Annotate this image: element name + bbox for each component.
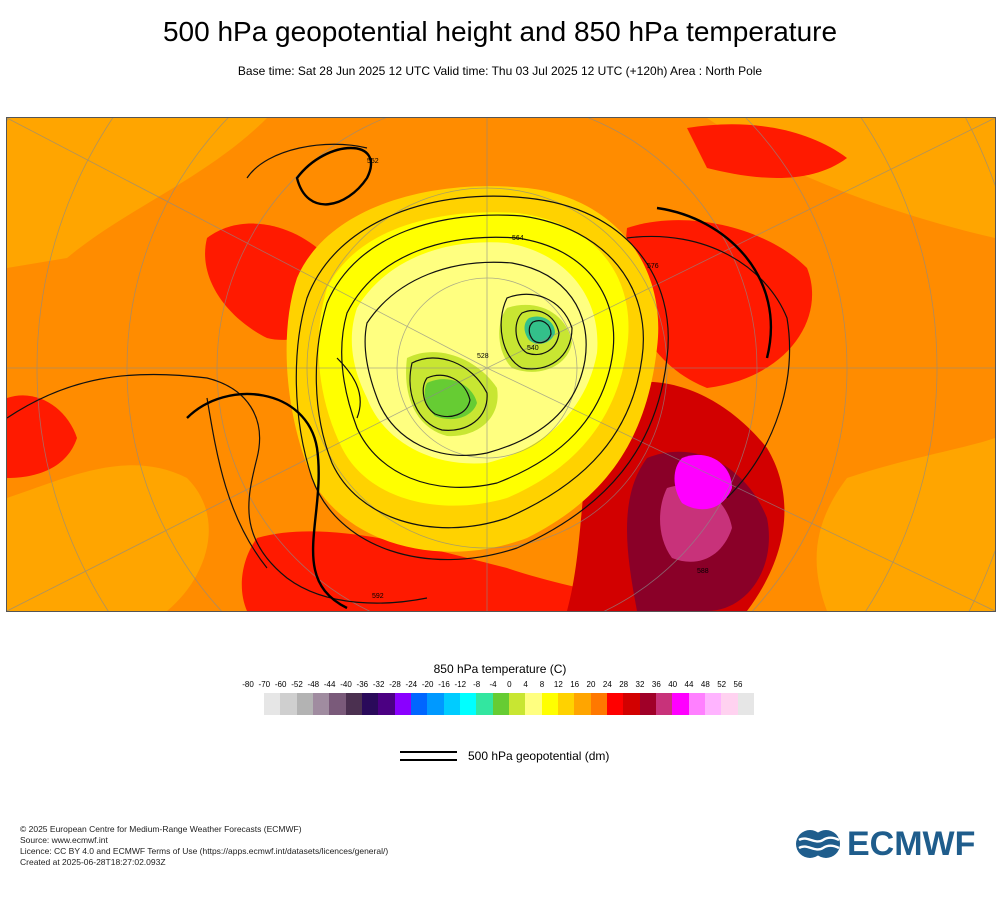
colorbar-tick-label: 44 xyxy=(684,680,694,689)
colorbar-tick-label: -16 xyxy=(438,680,450,689)
temp-region xyxy=(816,438,995,611)
colorbar-swatch xyxy=(525,693,542,715)
colorbar-tick-label: -52 xyxy=(291,680,303,689)
colorbar-tick-label: 24 xyxy=(602,680,612,689)
colorbar-tick-label: 36 xyxy=(651,680,661,689)
colorbar-tick-label: 20 xyxy=(586,680,596,689)
colorbar-swatch xyxy=(590,693,607,715)
colorbar-swatch xyxy=(296,693,313,715)
geopotential-legend: 500 hPa geopotential (dm) xyxy=(400,748,660,768)
colorbar-tick-label: -48 xyxy=(307,680,320,689)
colorbar-swatch xyxy=(721,693,738,715)
source-text: Source: www.ecmwf.int xyxy=(20,835,108,845)
colorbar xyxy=(264,693,754,715)
colorbar-tick-label: 4 xyxy=(523,680,528,689)
colorbar-swatch xyxy=(394,693,411,715)
contour-label: 576 xyxy=(647,263,659,270)
credits: © 2025 European Centre for Medium-Range … xyxy=(20,824,388,868)
colorbar-tick-label: 28 xyxy=(619,680,629,689)
map-svg: 552 564 576 588 592 528 540 xyxy=(7,118,995,611)
colorbar-tick-label: 48 xyxy=(700,680,710,689)
colorbar-tick-label: 40 xyxy=(668,680,678,689)
licence-text: Licence: CC BY 4.0 and ECMWF Terms of Us… xyxy=(20,846,389,856)
colorbar-swatch xyxy=(541,693,558,715)
temp-region xyxy=(424,379,477,420)
colorbar-swatch xyxy=(443,693,460,715)
geopotential-contour-bold xyxy=(186,146,773,610)
contour-label: 564 xyxy=(512,235,524,242)
legend-line-icon xyxy=(400,751,457,767)
weather-map: 552 564 576 588 592 528 540 xyxy=(6,117,996,612)
colorbar-swatch xyxy=(280,693,297,715)
colorbar-swatch xyxy=(312,693,330,715)
colorbar-tick-label: 0 xyxy=(507,680,512,689)
colorbar-swatch xyxy=(264,693,281,715)
colorbar-swatch xyxy=(639,693,656,715)
colorbar-tick-label: -36 xyxy=(356,680,369,689)
chart-title: 500 hPa geopotential height and 850 hPa … xyxy=(162,16,838,47)
colorbar-tick-label: -20 xyxy=(421,680,434,689)
colorbar-tick-label: 16 xyxy=(570,680,580,689)
contour-label: 592 xyxy=(372,593,384,600)
colorbar-tick-label: -4 xyxy=(489,680,497,689)
ecmwf-logo-text: ECMWF xyxy=(847,824,976,863)
geopotential-contours xyxy=(7,143,791,604)
copyright-text: © 2025 European Centre for Medium-Range … xyxy=(20,824,302,834)
colorbar-swatch xyxy=(378,693,395,715)
colorbar-swatch xyxy=(410,693,428,715)
colorbar-swatch xyxy=(655,693,673,715)
temp-region xyxy=(674,454,732,510)
colorbar-swatch xyxy=(329,693,346,715)
colorbar-title: 850 hPa temperature (C) xyxy=(433,662,567,676)
legend-label: 500 hPa geopotential (dm) xyxy=(468,749,610,763)
colorbar-tick-label: 32 xyxy=(635,680,645,689)
colorbar-tick-label: -40 xyxy=(340,680,352,689)
colorbar-tick-label: 56 xyxy=(733,680,743,689)
colorbar-swatch xyxy=(606,693,624,715)
contour-label: 540 xyxy=(527,345,539,352)
colorbar-tick-label: -24 xyxy=(405,680,418,689)
colorbar-swatch xyxy=(427,693,444,715)
colorbar-swatch xyxy=(492,693,509,715)
colorbar-tick-label: -12 xyxy=(454,680,467,689)
colorbar-swatch xyxy=(476,693,493,715)
contour-label: 552 xyxy=(367,158,379,165)
ecmwf-logo-icon xyxy=(796,830,840,858)
colorbar-swatch xyxy=(459,693,477,715)
colorbar-tick-label: -28 xyxy=(389,680,401,689)
colorbar-tick-label: -8 xyxy=(473,680,481,689)
temp-region xyxy=(351,242,598,464)
colorbar-tick-label: -60 xyxy=(274,680,287,689)
colorbar-swatch xyxy=(623,693,640,715)
colorbar-swatch xyxy=(345,693,362,715)
colorbar-swatch xyxy=(361,693,379,715)
colorbar-tick-label: 52 xyxy=(717,680,727,689)
colorbar-swatch xyxy=(557,693,575,715)
contour-labels: 552 564 576 588 592 528 540 xyxy=(367,158,709,600)
temp-region xyxy=(7,118,267,268)
colorbar-tick-label: -32 xyxy=(372,680,385,689)
colorbar-swatch xyxy=(704,693,722,715)
contour-label: 588 xyxy=(697,568,709,575)
colorbar-tick-label: -70 xyxy=(258,680,271,689)
colorbar-swatch xyxy=(737,693,754,715)
colorbar-swatch xyxy=(688,693,705,715)
colorbar-tick-label: 8 xyxy=(539,680,545,689)
created-text: Created at 2025-06-28T18:27:02.093Z xyxy=(20,857,166,867)
temp-region xyxy=(687,124,847,178)
colorbar-swatch xyxy=(508,693,526,715)
contour-label: 528 xyxy=(477,353,489,360)
colorbar-swatch xyxy=(672,693,689,715)
ecmwf-logo: ECMWF xyxy=(795,824,985,863)
colorbar-tick-label: 12 xyxy=(553,680,563,689)
colorbar-swatch xyxy=(574,693,591,715)
colorbar-tick-label: -80 xyxy=(242,680,254,689)
temp-region xyxy=(625,220,813,388)
chart-subtitle: Base time: Sat 28 Jun 2025 12 UTC Valid … xyxy=(237,64,763,78)
colorbar-tick-label: -44 xyxy=(323,680,336,689)
colorbar-tick-labels: -80 -70 -60 -52 -48 -44 -40 -36 -32 -28 -24 -20 -16-… xyxy=(240,680,760,692)
